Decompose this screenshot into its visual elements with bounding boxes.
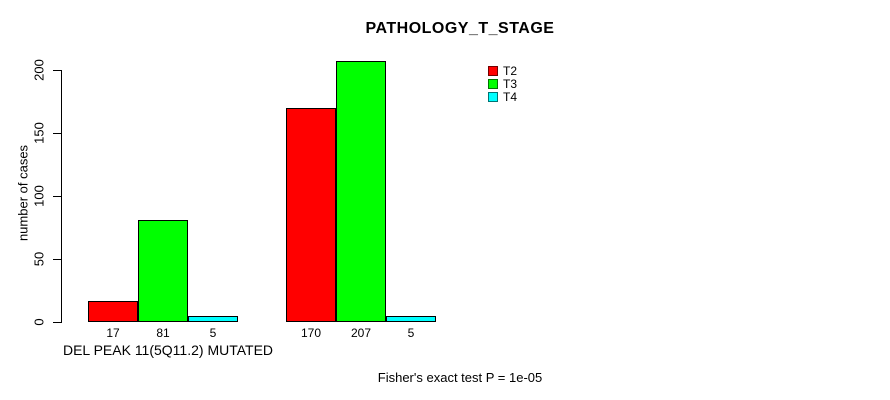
y-tick-label: 150 [31, 122, 47, 144]
legend-swatch-t2 [488, 65, 498, 76]
y-tick-label: 50 [31, 251, 47, 267]
bar-t3-group2 [336, 61, 386, 322]
chart-title: PATHOLOGY_T_STAGE [365, 20, 555, 37]
y-axis-title: number of cases [15, 144, 31, 242]
y-tick-mark [53, 132, 61, 134]
legend-label: T3 [503, 76, 518, 91]
legend-item-t4: T4 [488, 90, 517, 103]
y-tick-mark [53, 195, 61, 197]
y-tick-label: 200 [31, 59, 47, 81]
bar-value-label: 5 [209, 326, 217, 340]
bar-t3-group1 [138, 220, 188, 322]
bar-value-label: 81 [156, 326, 170, 340]
bar-t2-group1 [88, 301, 138, 322]
bar-value-label: 5 [407, 326, 415, 340]
legend-label: T2 [503, 63, 518, 78]
x-axis-group-label: DEL PEAK 11(5Q11.2) MUTATED [62, 342, 274, 358]
y-tick-mark [53, 258, 61, 260]
bar-value-label: 207 [350, 326, 372, 340]
legend-item-t3: T3 [488, 77, 517, 90]
legend-label: T4 [503, 89, 518, 104]
y-tick-mark [53, 69, 61, 71]
bar-value-label: 17 [106, 326, 120, 340]
y-tick-label: 100 [31, 185, 47, 207]
legend-swatch-t4 [488, 91, 498, 102]
legend: T2 T3 T4 [488, 64, 517, 103]
y-tick-mark [53, 321, 61, 323]
bar-t4-group2 [386, 316, 436, 322]
legend-item-t2: T2 [488, 64, 517, 77]
stat-annotation: Fisher's exact test P = 1e-05 [377, 370, 543, 385]
bar-t2-group2 [286, 108, 336, 322]
y-axis-line [61, 70, 62, 323]
y-tick-label: 0 [31, 318, 47, 326]
bar-value-label: 170 [300, 326, 322, 340]
legend-swatch-t3 [488, 78, 498, 89]
bar-t4-group1 [188, 316, 238, 322]
